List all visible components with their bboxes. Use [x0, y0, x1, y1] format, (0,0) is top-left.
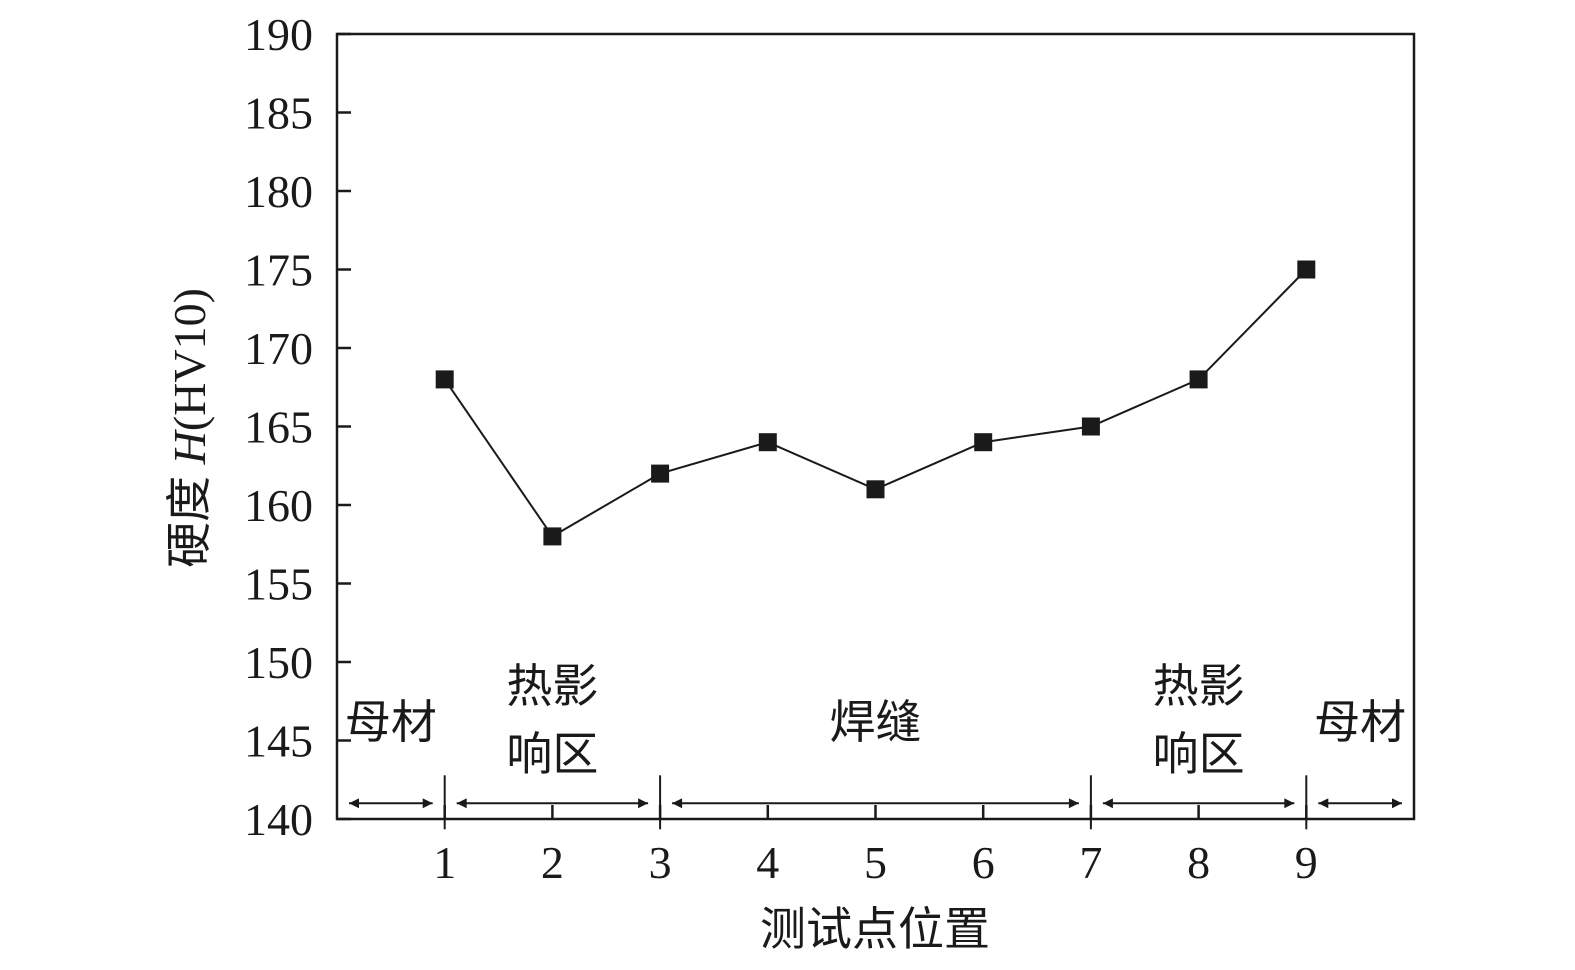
- x-tick-label: 7: [1079, 837, 1102, 888]
- y-axis-title: 硬度 H(HV10): [164, 288, 215, 568]
- x-tick-label: 5: [864, 837, 887, 888]
- region-label: 母材: [1314, 697, 1406, 748]
- data-point: [1189, 370, 1208, 389]
- y-tick-label: 165: [244, 402, 313, 453]
- data-point: [543, 527, 562, 546]
- data-point: [1081, 417, 1100, 436]
- x-tick-label: 8: [1187, 837, 1210, 888]
- x-tick-label: 9: [1295, 837, 1318, 888]
- y-tick-label: 190: [244, 9, 313, 60]
- data-point: [974, 433, 993, 452]
- x-tick-label: 1: [433, 837, 456, 888]
- region-label: 热影: [506, 661, 598, 712]
- data-point: [866, 480, 885, 499]
- region-label: 热影: [1153, 661, 1245, 712]
- y-tick-label: 180: [244, 166, 313, 217]
- series-hardness: [435, 260, 1316, 546]
- x-axis-title: 测试点位置: [760, 904, 990, 955]
- data-point: [435, 370, 454, 389]
- y-tick-label: 160: [244, 480, 313, 531]
- x-tick-label: 2: [541, 837, 564, 888]
- region-label: 响区: [506, 729, 598, 780]
- data-point: [758, 433, 777, 452]
- region-label: 母材: [345, 697, 437, 748]
- y-tick-label: 140: [244, 794, 313, 845]
- region-label: 响区: [1153, 729, 1245, 780]
- y-tick-label: 150: [244, 637, 313, 688]
- x-tick-label: 4: [756, 837, 779, 888]
- y-tick-label: 155: [244, 559, 313, 610]
- x-axis: 1 2 3 4 5 6 7 8 9: [433, 805, 1318, 888]
- y-axis-title-prefix: 硬度: [164, 464, 215, 568]
- data-point: [1297, 260, 1316, 279]
- region-label: 焊缝: [830, 697, 922, 748]
- y-tick-label: 185: [244, 88, 313, 139]
- y-axis: 140 145 150 155 160 165 170 175 180 185 190: [244, 9, 351, 845]
- data-point: [651, 464, 670, 483]
- x-tick-label: 6: [972, 837, 995, 888]
- y-axis-title-var: H: [164, 428, 215, 465]
- x-tick-label: 3: [649, 837, 672, 888]
- y-tick-label: 170: [244, 323, 313, 374]
- y-tick-label: 175: [244, 245, 313, 296]
- y-tick-label: 145: [244, 716, 313, 767]
- y-axis-title-unit: (HV10): [164, 288, 215, 431]
